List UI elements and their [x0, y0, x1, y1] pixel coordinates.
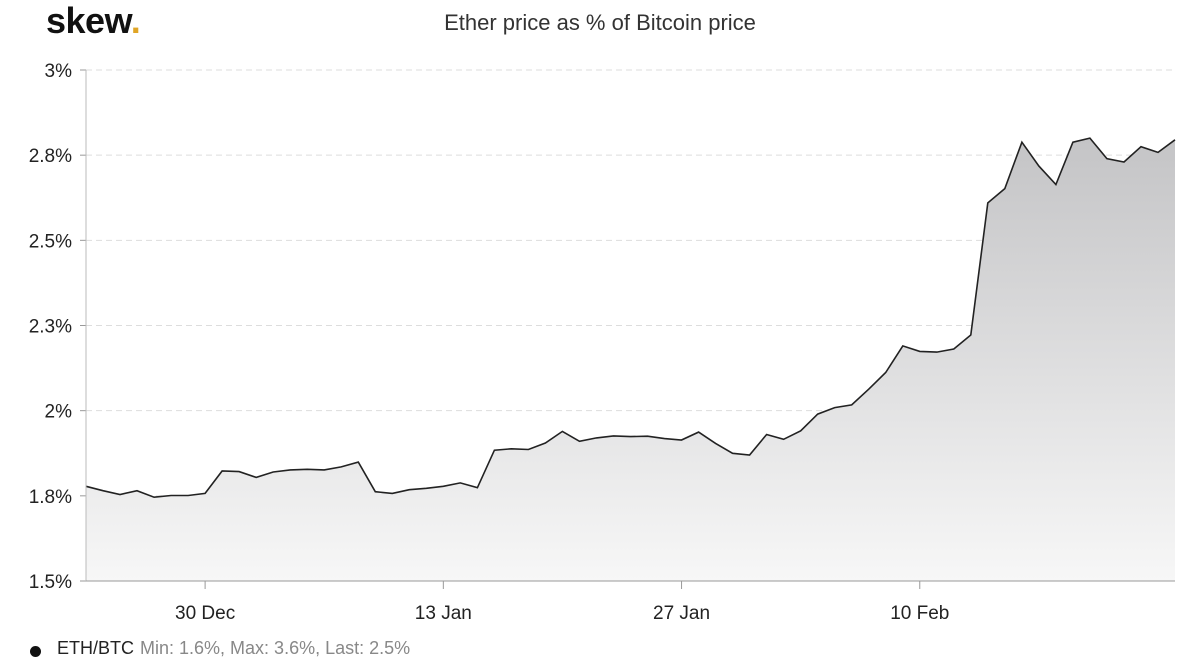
x-tick-label: 13 Jan	[415, 603, 472, 624]
y-tick-label: 2.3%	[29, 317, 72, 338]
y-tick-label: 2%	[45, 402, 73, 423]
logo-text: skew	[46, 0, 131, 41]
x-tick-label: 10 Feb	[890, 603, 949, 624]
eth-btc-chart: 1.5% 1.8% 2% 2.3% 2.5% 2.8% 3% 30 Dec 13 Jan 27 …	[29, 61, 1176, 624]
legend[interactable]: ETH/BTC Min: 1.6%, Max: 3.6%, Last: 2.5%	[30, 638, 410, 659]
y-tick-label: 1.5%	[29, 572, 72, 593]
legend-series-name: ETH/BTC	[57, 638, 135, 658]
eth-btc-line	[85, 137, 1176, 499]
chart-title: Ether price as % of Bitcoin price	[444, 10, 756, 35]
y-tick-label: 3%	[45, 61, 73, 82]
y-tick-label: 2.5%	[29, 231, 72, 252]
legend-stats: Min: 1.6%, Max: 3.6%, Last: 2.5%	[140, 638, 411, 658]
x-axis-ticks: 30 Dec 13 Jan 27 Jan 10 Feb	[175, 581, 949, 624]
skew-logo: skew.	[46, 0, 141, 42]
y-tick-label: 1.8%	[29, 487, 72, 508]
legend-bullet-icon	[30, 646, 41, 657]
y-tick-label: 2.8%	[29, 146, 72, 167]
logo-dot: .	[130, 0, 141, 41]
x-tick-label: 30 Dec	[175, 603, 235, 624]
y-axis-labels: 1.5% 1.8% 2% 2.3% 2.5% 2.8% 3%	[29, 61, 86, 593]
eth-btc-area	[86, 138, 1175, 581]
x-tick-label: 27 Jan	[653, 603, 710, 624]
